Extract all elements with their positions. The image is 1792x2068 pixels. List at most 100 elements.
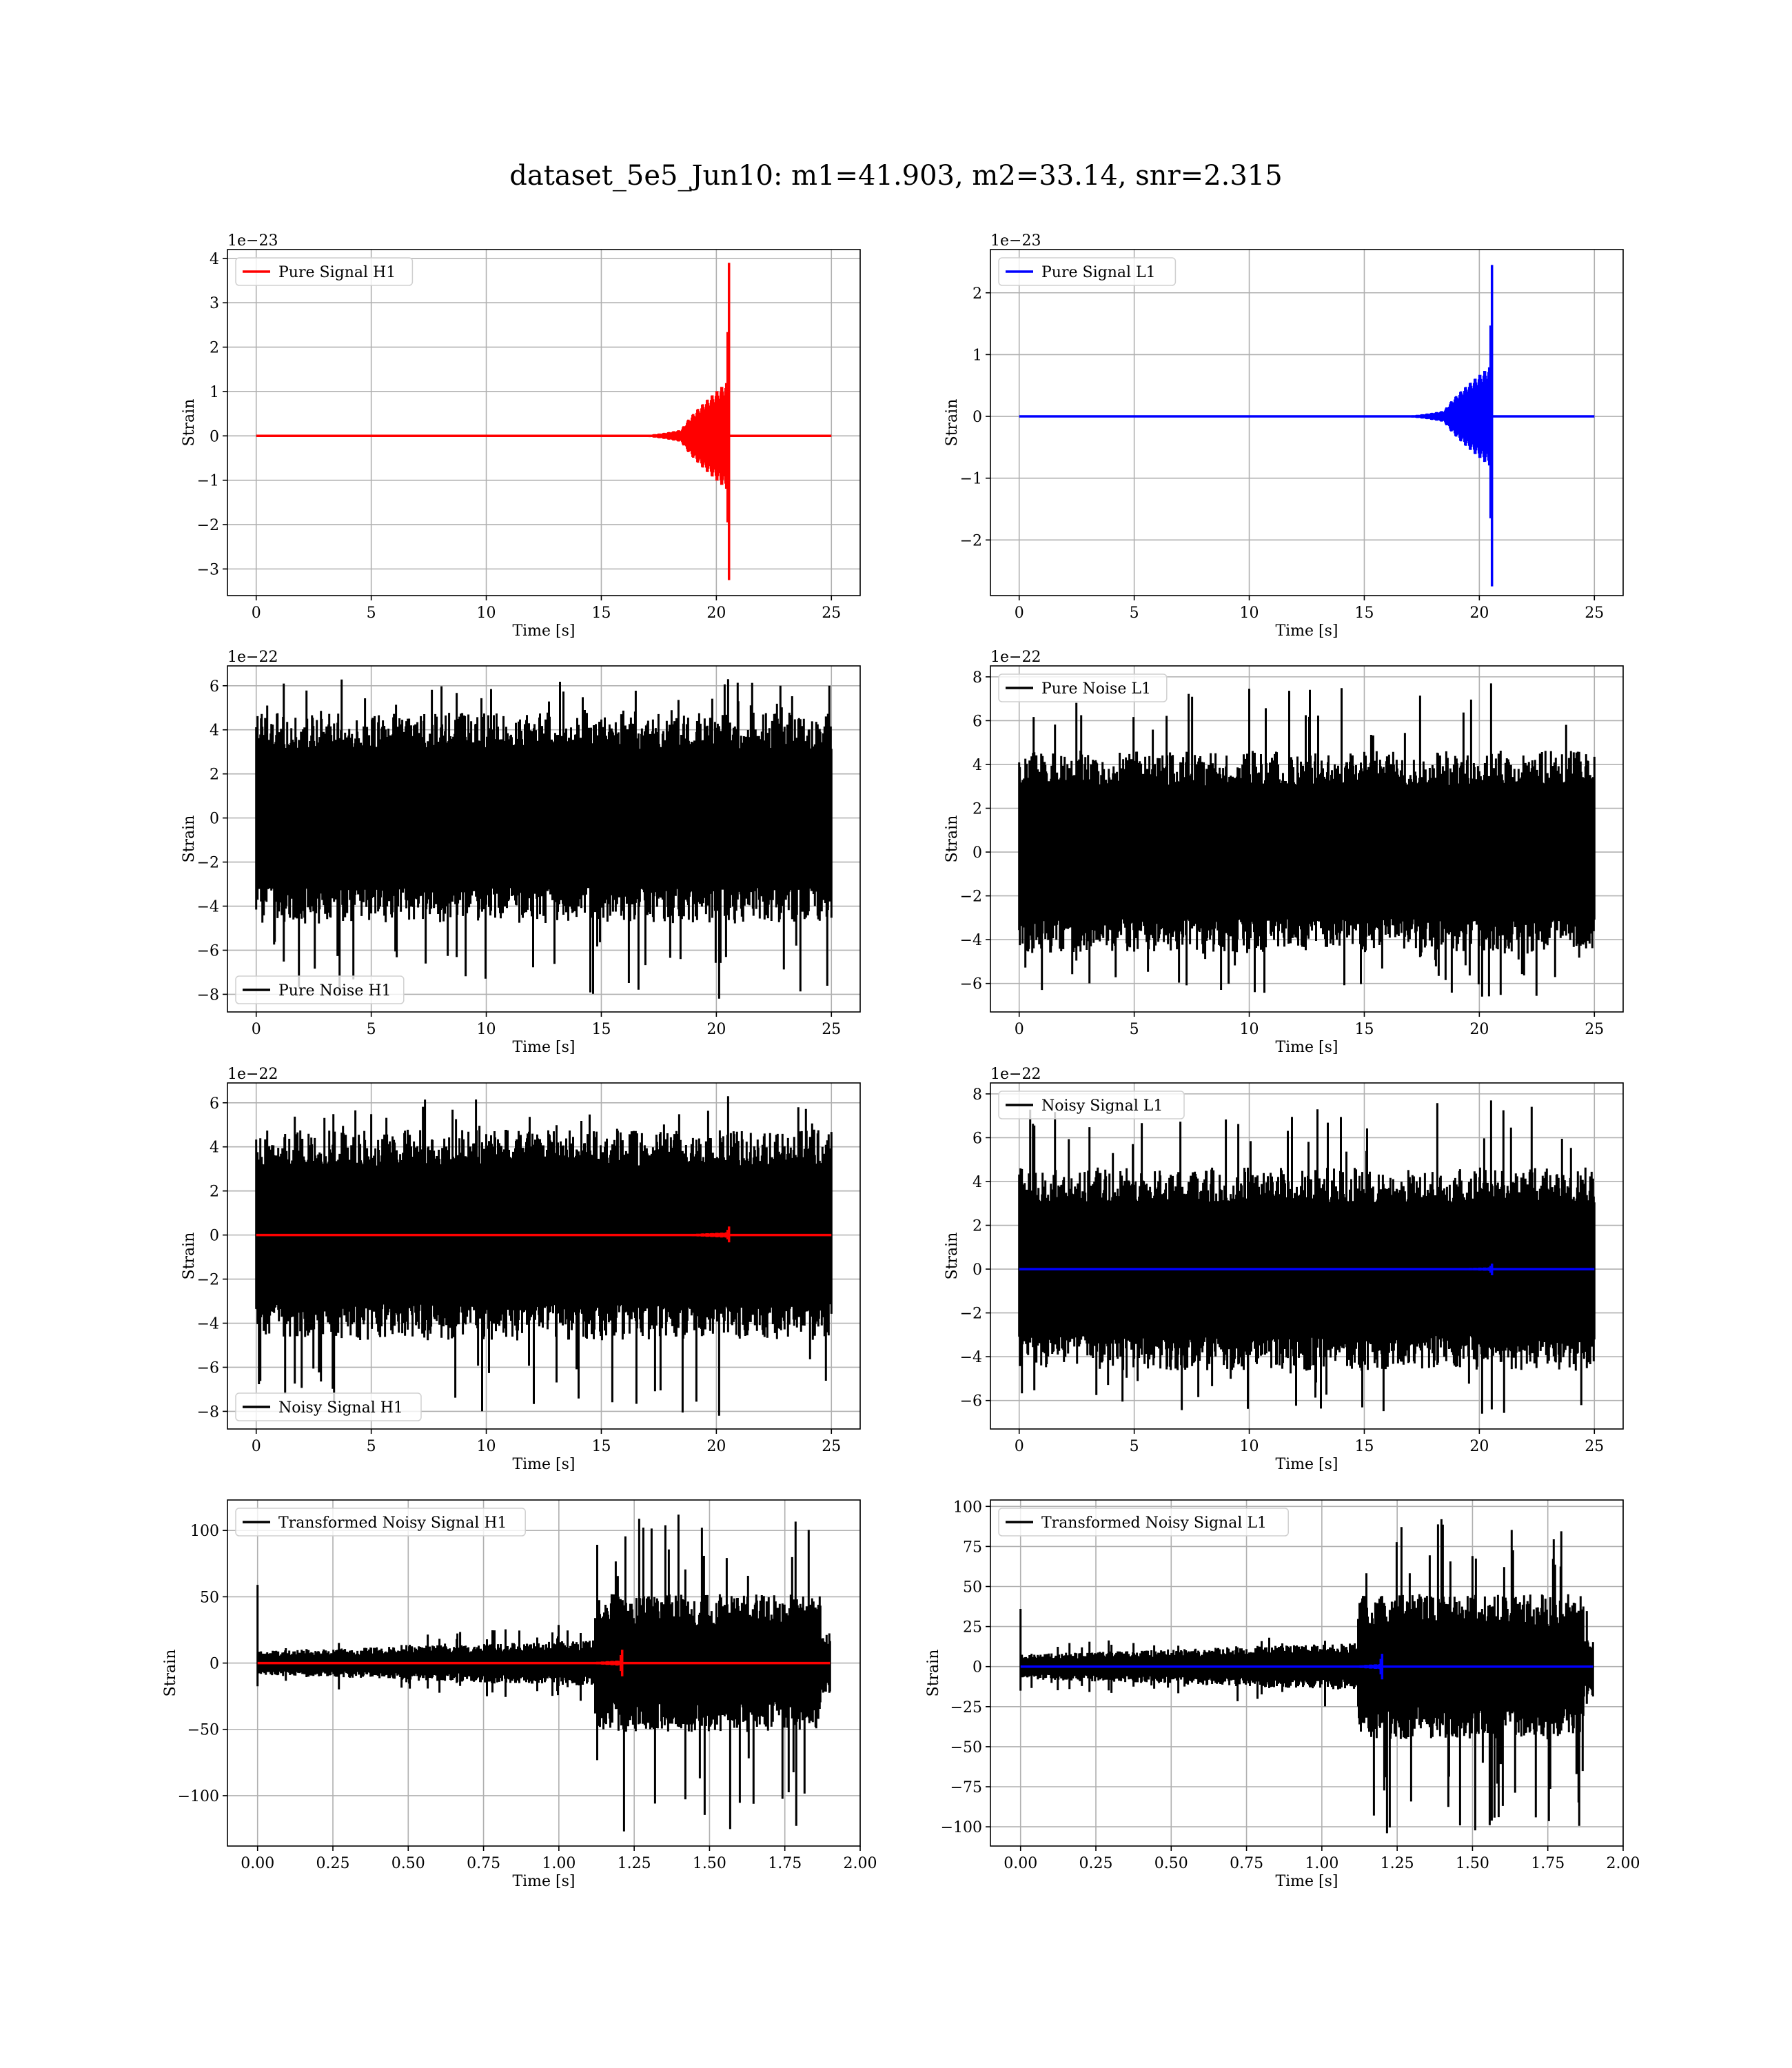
y-tick-label: −1 <box>960 471 982 488</box>
series-chirp <box>638 1226 731 1243</box>
y-tick-label: −4 <box>197 1316 219 1333</box>
x-tick-label: 15 <box>591 1438 611 1455</box>
x-tick-label: 5 <box>1130 605 1139 622</box>
series-chirp <box>553 1650 624 1676</box>
legend: Pure Noise H1 <box>235 975 405 1004</box>
x-tick-label: 20 <box>706 605 726 622</box>
legend: Transformed Noisy Signal H1 <box>235 1508 526 1537</box>
y-axis-label: Strain <box>162 1650 179 1697</box>
y-tick-label: −2 <box>197 855 219 872</box>
y-offset-text: 1e−22 <box>990 1066 1041 1083</box>
y-axis-label: Strain <box>181 1233 198 1280</box>
x-axis-label: Time [s] <box>1275 1039 1338 1056</box>
axes-frame <box>227 1082 861 1430</box>
x-tick-label: 20 <box>1469 1438 1489 1455</box>
axes-frame <box>227 1499 861 1847</box>
legend-box <box>235 975 405 1004</box>
y-tick-label: 4 <box>973 1174 982 1191</box>
y-tick-label: −2 <box>197 517 219 534</box>
x-tick-label: 20 <box>1469 605 1489 622</box>
x-tick-label: 1.50 <box>1456 1855 1489 1872</box>
y-tick-label: −50 <box>950 1739 982 1756</box>
x-tick-label: 0.00 <box>241 1855 274 1872</box>
y-tick-label: 75 <box>963 1539 982 1556</box>
x-tick-label: 0 <box>1015 605 1024 622</box>
x-tick-label: 2.00 <box>844 1855 877 1872</box>
x-tick-label: 25 <box>822 605 841 622</box>
y-tick-label: −6 <box>197 1359 219 1377</box>
axes-frame <box>990 1499 1624 1847</box>
legend-box <box>998 1508 1289 1537</box>
y-axis-label: Strain <box>944 1233 961 1280</box>
x-tick-label: 15 <box>1354 605 1374 622</box>
y-tick-label: −1 <box>197 473 219 490</box>
y-tick-label: 6 <box>210 678 219 696</box>
x-tick-label: 20 <box>1469 1021 1489 1038</box>
x-axis-label: Time [s] <box>1275 1456 1338 1473</box>
legend-box <box>235 1508 526 1537</box>
y-offset-text: 1e−22 <box>990 649 1041 666</box>
x-tick-label: 0 <box>1015 1438 1024 1455</box>
legend: Noisy Signal H1 <box>235 1392 422 1421</box>
legend-box <box>998 1091 1185 1119</box>
x-tick-label: 20 <box>706 1021 726 1038</box>
x-tick-label: 1.00 <box>542 1855 576 1872</box>
y-tick-label: −100 <box>178 1788 219 1805</box>
x-axis-label: Time [s] <box>1275 622 1338 640</box>
x-tick-label: 0 <box>252 605 261 622</box>
legend-label: Pure Noise H1 <box>278 982 391 1000</box>
y-tick-label: 0 <box>973 844 982 862</box>
y-tick-label: 1 <box>210 384 219 401</box>
x-tick-label: 1.50 <box>693 1855 726 1872</box>
figure-title: dataset_5e5_Jun10: m1=41.903, m2=33.14, … <box>509 160 1282 192</box>
y-tick-label: 4 <box>210 1139 219 1157</box>
legend-box <box>235 257 414 286</box>
series-line <box>255 679 833 999</box>
y-offset-text: 1e−22 <box>227 649 278 666</box>
legend: Pure Noise L1 <box>998 673 1168 702</box>
x-tick-label: 10 <box>477 1438 496 1455</box>
y-tick-label: 2 <box>210 340 219 357</box>
y-tick-label: 2 <box>973 1218 982 1235</box>
y-tick-label: −2 <box>960 1306 982 1323</box>
axes-frame <box>990 249 1624 596</box>
subplot-transformed-noisy-signal-l1: 0.00 0.25 0.50 0.75 1.00 1.25 1.50 1.75 2.00 −100… <box>925 1499 1640 1890</box>
y-tick-label: 2 <box>973 801 982 818</box>
y-axis-label: Strain <box>944 399 961 447</box>
y-tick-label: 6 <box>210 1095 219 1113</box>
y-tick-label: 100 <box>190 1523 219 1540</box>
x-tick-label: 0.25 <box>316 1855 350 1872</box>
axes-frame <box>990 1082 1624 1430</box>
legend-label: Noisy Signal H1 <box>278 1399 403 1417</box>
x-axis-label: Time [s] <box>512 1456 575 1473</box>
y-tick-label: 3 <box>210 295 219 312</box>
y-tick-label: 4 <box>210 251 219 268</box>
x-tick-label: 0.00 <box>1004 1855 1037 1872</box>
y-tick-label: 0 <box>973 409 982 426</box>
x-tick-label: 5 <box>1130 1438 1139 1455</box>
x-tick-label: 0.25 <box>1079 1855 1113 1872</box>
x-tick-label: 15 <box>591 1021 611 1038</box>
y-tick-label: 25 <box>963 1619 982 1636</box>
subplot-pure-signal-l1: 0 5 10 15 20 25 −2 −1 0 1 2 Time [s] Strain 1e−23Pure… <box>944 232 1624 640</box>
y-offset-text: 1e−23 <box>227 232 278 250</box>
legend-label: Pure Noise L1 <box>1041 680 1151 698</box>
x-tick-label: 10 <box>1240 1021 1259 1038</box>
series-line <box>1018 683 1596 997</box>
subplot-noisy-signal-l1: 0 5 10 15 20 25 −6 −4 −2 0 2 4 6 8 Time [s] Strain 1e−22… <box>944 1066 1624 1473</box>
x-tick-label: 0 <box>252 1438 261 1455</box>
legend-box <box>235 1392 422 1421</box>
y-tick-label: 50 <box>963 1579 982 1596</box>
y-axis-label: Strain <box>944 815 961 863</box>
x-tick-label: 2.00 <box>1607 1855 1640 1872</box>
x-axis-label: Time [s] <box>1275 1873 1338 1890</box>
legend: Pure Signal L1 <box>998 257 1177 286</box>
x-tick-label: 25 <box>1585 1021 1604 1038</box>
y-tick-label: 0 <box>973 1659 982 1676</box>
x-tick-label: 1.25 <box>618 1855 651 1872</box>
axes-frame <box>227 665 861 1013</box>
x-tick-label: 0.50 <box>391 1855 425 1872</box>
x-tick-label: 25 <box>1585 1438 1604 1455</box>
x-tick-label: 25 <box>822 1021 841 1038</box>
